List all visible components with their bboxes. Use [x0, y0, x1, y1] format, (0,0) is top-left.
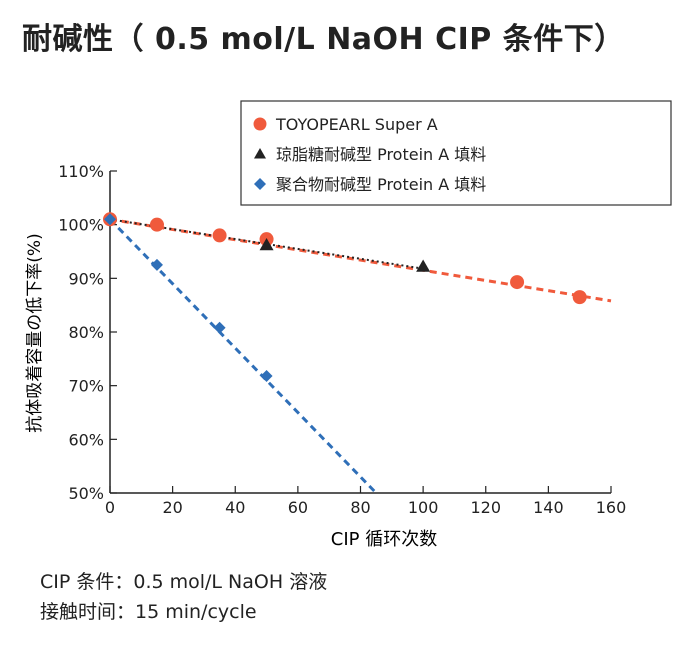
data-point-series-1: [572, 290, 587, 305]
chart-axes: [109, 170, 612, 494]
chart-markers: [103, 212, 587, 383]
data-point-series-3: [150, 258, 163, 271]
page-title: 耐碱性（ 0.5 mol/L NaOH CIP 条件下）: [22, 22, 625, 57]
y-axis-label: 抗体吸着容量の低下率(%): [25, 233, 45, 432]
x-tick-label: 60: [288, 498, 308, 517]
x-tick-label: 20: [162, 498, 182, 517]
y-tick-label: 50%: [68, 484, 104, 503]
legend-label-2: 琼脂糖耐碱型 Protein A 填料: [276, 145, 486, 164]
legend-box: [240, 100, 672, 206]
x-tick-label: 140: [533, 498, 564, 517]
data-point-series-1: [212, 228, 227, 243]
y-tick-label: 70%: [68, 377, 104, 396]
contact-time-text: 接触时间：15 min/cycle: [40, 601, 257, 623]
legend-marker-3: [254, 178, 266, 190]
legend-marker-2: [254, 148, 266, 159]
data-point-series-1: [510, 275, 525, 290]
trendline-series-1: [109, 217, 612, 303]
chart-tick-labels: 0 20 40 60 80 100 120 140 160 50% 60% 70% 80% 90% 100%…: [58, 162, 626, 517]
y-tick-label: 100%: [58, 216, 104, 235]
x-axis-label: CIP 循环次数: [331, 529, 437, 550]
y-tick-label: 80%: [68, 323, 104, 342]
y-tick-label: 110%: [58, 162, 104, 181]
y-tick-label: 90%: [68, 269, 104, 288]
legend: TOYOPEARL Super A 琼脂糖耐碱型 Protein A 填料聚合物耐…: [240, 100, 672, 206]
data-point-series-3: [213, 321, 226, 334]
cip-condition-text: CIP 条件：0.5 mol/L NaOH 溶液: [40, 571, 328, 593]
legend-label-3: 聚合物耐碱型 Protein A 填料: [276, 175, 486, 194]
legend-marker-1: [253, 117, 267, 131]
data-point-series-1: [149, 217, 164, 232]
y-tick-label: 60%: [68, 430, 104, 449]
legend-label-1: TOYOPEARL Super A: [275, 115, 438, 134]
x-tick-label: 80: [350, 498, 370, 517]
chart-trendlines: [108, 217, 612, 495]
trendline-series-3: [108, 218, 378, 495]
x-tick-label: 120: [470, 498, 501, 517]
x-tick-label: 0: [105, 498, 115, 517]
data-point-series-2: [416, 259, 431, 272]
x-tick-label: 100: [408, 498, 439, 517]
data-point-series-2: [259, 238, 274, 251]
x-tick-label: 160: [596, 498, 627, 517]
data-point-series-3: [260, 370, 273, 383]
data-point-series-3: [104, 213, 116, 226]
x-tick-label: 40: [225, 498, 245, 517]
